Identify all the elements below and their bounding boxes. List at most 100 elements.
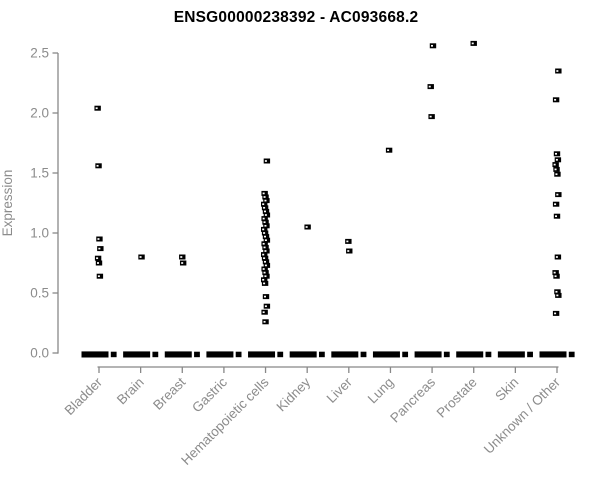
zero-expression-cluster — [331, 351, 359, 358]
data-point — [553, 151, 561, 157]
data-point-notch — [263, 235, 266, 238]
x-category-label: Gastric — [189, 374, 230, 415]
data-point-notch — [263, 260, 266, 263]
zero-expression-cluster — [485, 351, 492, 358]
data-point-notch — [263, 246, 266, 249]
zero-expression-cluster — [194, 351, 200, 358]
data-point-notch — [263, 210, 266, 213]
x-category-label: Brain — [114, 375, 147, 408]
data-point-notch — [471, 42, 474, 45]
zero-expression-cluster — [110, 351, 117, 358]
x-category-label: Skin — [492, 375, 521, 404]
data-point-notch — [262, 311, 265, 314]
zero-expression-cluster — [568, 351, 575, 358]
data-point-notch — [264, 305, 267, 308]
zero-expression-cluster — [402, 351, 409, 358]
x-category-label: Liver — [324, 374, 356, 406]
data-point — [94, 255, 102, 261]
data-point — [262, 259, 270, 265]
data-point-notch — [264, 214, 267, 216]
x-category-label: Pancreas — [387, 374, 438, 425]
data-point-notch — [263, 271, 266, 274]
zero-expression-cluster — [372, 351, 400, 358]
zero-expression-cluster — [152, 351, 159, 358]
data-point-notch — [262, 268, 265, 270]
data-point-notch — [264, 224, 267, 227]
data-point-notch — [262, 203, 265, 206]
zero-expression-cluster — [277, 351, 284, 358]
data-point-notch — [97, 262, 99, 264]
data-point-notch — [429, 115, 432, 118]
data-point-notch — [305, 226, 308, 228]
data-point-notch — [387, 149, 390, 152]
data-point-notch — [263, 221, 266, 224]
zero-expression-cluster — [318, 351, 325, 358]
data-point-notch — [553, 271, 556, 274]
data-point-notch — [428, 85, 431, 88]
zero-expression-cluster — [81, 351, 109, 358]
data-point-notch — [555, 256, 558, 258]
zero-expression-cluster — [164, 351, 192, 358]
data-point — [262, 234, 270, 240]
data-point-notch — [430, 44, 433, 47]
zero-expression-cluster — [443, 351, 450, 358]
data-point-notch — [262, 217, 265, 220]
x-category-label: Lung — [365, 375, 397, 407]
x-category-label: Breast — [150, 374, 188, 412]
data-point-notch — [98, 247, 101, 250]
data-point-notch — [264, 250, 267, 252]
zero-expression-cluster — [456, 351, 484, 358]
y-tick-label: 1.5 — [30, 166, 49, 181]
data-point-notch — [554, 152, 557, 155]
x-category-label: Kidney — [274, 374, 314, 414]
data-point-notch — [264, 264, 267, 267]
y-tick-label: 0.0 — [30, 346, 49, 361]
data-point-notch — [554, 168, 557, 171]
data-point-notch — [554, 215, 557, 218]
data-point-notch — [556, 193, 559, 196]
y-tick-label: 1.0 — [30, 226, 49, 241]
x-category-label: Bladder — [62, 374, 106, 418]
zero-expression-cluster — [123, 351, 151, 358]
data-point-notch — [554, 98, 557, 101]
zero-expression-cluster — [497, 351, 525, 358]
data-point-notch — [556, 294, 559, 297]
data-point-notch — [96, 257, 99, 260]
y-axis-title: Expression — [0, 170, 15, 237]
zero-expression-cluster — [289, 351, 317, 358]
y-tick-label: 2.5 — [30, 46, 49, 61]
y-tick-label: 2.0 — [30, 106, 49, 121]
data-point-notch — [263, 232, 266, 234]
data-point-notch — [139, 256, 142, 258]
zero-expression-cluster — [206, 351, 234, 358]
data-point-notch — [264, 275, 267, 278]
data-point-notch — [554, 312, 557, 315]
data-point-notch — [263, 196, 266, 198]
zero-expression-cluster — [248, 351, 276, 358]
data-point-notch — [181, 262, 184, 264]
data-point-notch — [264, 160, 267, 162]
x-category-label: Unknown / Other — [481, 374, 564, 457]
data-point-notch — [97, 275, 100, 278]
data-point-notch — [97, 238, 100, 240]
data-point — [97, 246, 104, 252]
data-point-notch — [262, 228, 265, 231]
data-point-notch — [554, 275, 557, 278]
zero-expression-cluster — [235, 351, 242, 358]
data-point — [553, 213, 561, 219]
data-point-notch — [263, 282, 266, 285]
zero-expression-cluster — [527, 351, 533, 358]
zero-expression-cluster — [539, 351, 567, 358]
data-point-notch — [263, 206, 266, 209]
data-point-notch — [264, 239, 267, 242]
data-point-notch — [555, 173, 558, 176]
data-point-notch — [96, 164, 99, 167]
data-point-notch — [262, 242, 265, 245]
data-point-notch — [262, 192, 265, 195]
chart-title: ENSG00000238392 - AC093668.2 — [173, 9, 419, 26]
data-point — [262, 208, 270, 214]
data-point-notch — [554, 203, 557, 206]
data-point-notch — [556, 70, 559, 72]
data-point-notch — [95, 107, 98, 110]
